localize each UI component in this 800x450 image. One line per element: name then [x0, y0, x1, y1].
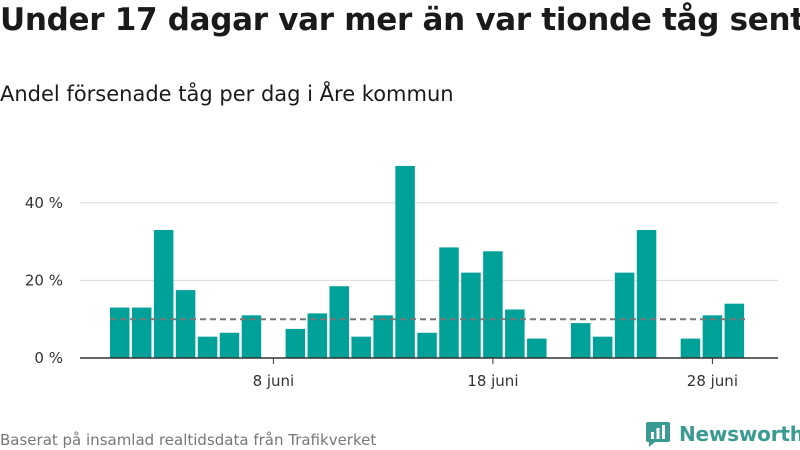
bar	[197, 336, 218, 358]
bar	[680, 338, 701, 358]
bar	[505, 309, 525, 358]
bar	[395, 165, 415, 358]
bar	[329, 286, 349, 358]
bar	[285, 328, 306, 358]
bar	[175, 290, 196, 358]
x-tick-label: 28 juni	[687, 372, 738, 390]
bar-chart: 0 % 20 % 40 % 8 juni 18 juni 28 juni	[25, 165, 778, 390]
bar	[570, 323, 591, 358]
chart-title: Under 17 dagar var mer än var tionde tåg…	[0, 2, 800, 38]
bar	[417, 332, 437, 358]
y-tick-label: 0 %	[34, 349, 63, 367]
bar	[724, 303, 745, 358]
bar	[110, 307, 130, 358]
bar	[461, 272, 481, 358]
bar	[636, 229, 657, 358]
bar	[131, 307, 152, 358]
bar	[439, 247, 459, 358]
chart-subtitle: Andel försenade tåg per dag i Åre kommun	[0, 82, 454, 106]
bar	[153, 229, 174, 358]
bar	[241, 315, 262, 358]
x-tick-label: 18 juni	[467, 372, 518, 390]
bar	[219, 332, 240, 358]
bar	[592, 336, 613, 358]
x-tick-label: 8 juni	[253, 372, 295, 390]
bar-chart-logo-icon	[646, 422, 670, 447]
brand-name: Newsworthy	[679, 422, 800, 446]
bar	[702, 315, 723, 358]
bar	[527, 338, 547, 358]
y-tick-label: 20 %	[25, 271, 63, 289]
y-tick-label: 40 %	[25, 194, 63, 212]
brand-logo: Newsworthy	[645, 420, 800, 448]
bar	[373, 315, 393, 358]
bar	[307, 313, 328, 358]
bar	[614, 272, 635, 358]
bar	[351, 336, 371, 358]
source-note: Baserat på insamlad realtidsdata från Tr…	[0, 431, 377, 449]
bar	[483, 251, 503, 358]
